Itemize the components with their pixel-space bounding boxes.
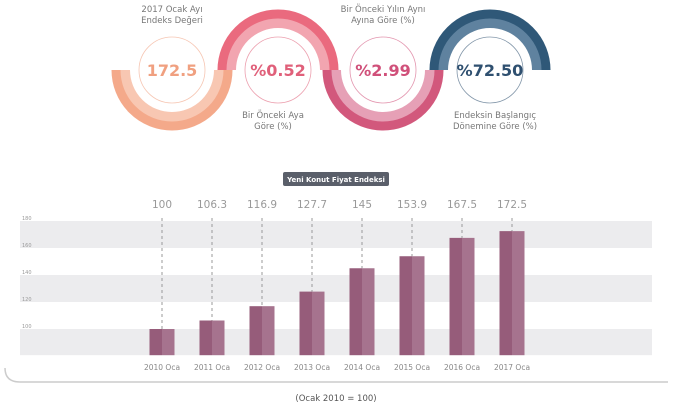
x-tick-label: 2011 Oca bbox=[194, 363, 230, 372]
indicator-label: Ayına Göre (%) bbox=[351, 16, 415, 26]
y-tick-label: 120 bbox=[22, 297, 32, 303]
indicator-label: 2017 Ocak Ayı bbox=[141, 5, 202, 15]
value-label: 127.7 bbox=[297, 199, 327, 211]
indicator-label: Göre (%) bbox=[254, 122, 292, 132]
x-tick-label: 2013 Oca bbox=[294, 363, 330, 372]
arc-inner bbox=[120, 69, 224, 122]
indicator-circle bbox=[456, 36, 524, 104]
grid-band bbox=[20, 275, 652, 302]
indicator-circle bbox=[244, 36, 312, 104]
indicator-circle bbox=[138, 36, 206, 104]
indicator-value: %0.52 bbox=[250, 61, 306, 80]
value-label: 116.9 bbox=[247, 199, 277, 211]
bar-highlight bbox=[462, 237, 475, 356]
y-tick-label: 100 bbox=[22, 324, 32, 330]
bar-highlight bbox=[262, 306, 275, 356]
bar bbox=[499, 231, 512, 356]
chart-title-badge bbox=[283, 172, 389, 186]
indicator-label: Dönemine Göre (%) bbox=[453, 122, 537, 132]
bar-highlight bbox=[412, 256, 425, 356]
value-label: 172.5 bbox=[497, 199, 527, 211]
indicator-label: Endeksin Başlangıç bbox=[454, 111, 536, 121]
y-tick-label: 140 bbox=[22, 270, 32, 276]
value-label: 100 bbox=[152, 199, 172, 211]
value-label: 106.3 bbox=[197, 199, 227, 211]
grid-band bbox=[20, 329, 652, 356]
indicator-label: Bir Önceki Yılın Aynı bbox=[341, 4, 426, 15]
indicator-value: %72.50 bbox=[457, 61, 524, 80]
bar bbox=[399, 256, 412, 356]
x-tick-label: 2017 Oca bbox=[494, 363, 530, 372]
arc-outer bbox=[111, 69, 233, 131]
x-tick-label: 2012 Oca bbox=[244, 363, 280, 372]
bar bbox=[299, 291, 312, 356]
bar-highlight bbox=[312, 291, 325, 356]
arc-inner bbox=[226, 18, 330, 71]
chart-title: Yeni Konut Fiyat Endeksi bbox=[286, 176, 385, 184]
grid-band bbox=[20, 221, 652, 248]
indicator-value: 172.5 bbox=[147, 61, 198, 80]
bar-highlight bbox=[362, 268, 375, 356]
arc-outer bbox=[322, 69, 444, 131]
indicator-value: %2.99 bbox=[355, 61, 411, 80]
bar-highlight bbox=[162, 329, 175, 356]
x-tick-label: 2014 Oca bbox=[344, 363, 380, 372]
bar bbox=[199, 320, 212, 356]
indicator-circle bbox=[349, 36, 417, 104]
bar bbox=[449, 237, 462, 356]
bar-highlight bbox=[512, 231, 525, 356]
bar bbox=[149, 329, 162, 356]
arc-outer bbox=[429, 9, 551, 71]
arc-inner bbox=[331, 69, 435, 122]
arc-inner bbox=[438, 18, 542, 71]
y-tick-label: 180 bbox=[22, 216, 32, 222]
bar bbox=[249, 306, 262, 356]
y-tick-label: 160 bbox=[22, 243, 32, 249]
bar-highlight bbox=[212, 320, 225, 356]
footnote: (Ocak 2010 = 100) bbox=[295, 394, 376, 404]
value-label: 167.5 bbox=[447, 199, 477, 211]
x-tick-label: 2010 Oca bbox=[144, 363, 180, 372]
indicator-label: Bir Önceki Aya bbox=[242, 110, 304, 121]
value-label: 153.9 bbox=[397, 199, 427, 211]
x-tick-label: 2015 Oca bbox=[394, 363, 430, 372]
chart-frame bbox=[4, 367, 668, 383]
indicator-label: Endeks Değeri bbox=[141, 16, 203, 26]
bar bbox=[349, 268, 362, 356]
value-label: 145 bbox=[352, 199, 372, 211]
arc-outer bbox=[217, 9, 339, 71]
x-tick-label: 2016 Oca bbox=[444, 363, 480, 372]
